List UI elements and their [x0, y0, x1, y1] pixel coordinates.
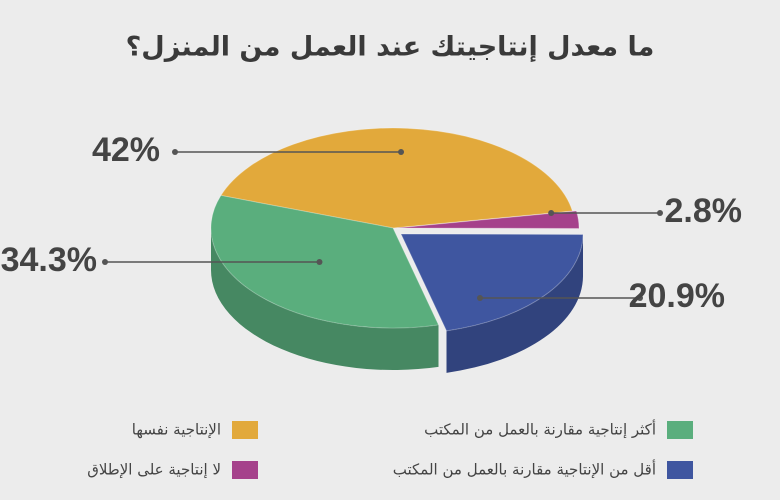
leader-dot — [548, 210, 555, 216]
legend-swatch — [667, 461, 693, 479]
value-label: 20.9% — [629, 277, 725, 315]
slice — [400, 233, 584, 332]
legend-swatch — [232, 461, 258, 479]
slice — [220, 127, 574, 229]
slice — [396, 210, 580, 229]
value-label: 34.3% — [1, 241, 97, 279]
slice — [210, 194, 440, 329]
leader-dot — [657, 210, 663, 216]
value-label: 2.8% — [665, 192, 743, 230]
leader-dot — [476, 295, 483, 301]
leader-dot — [316, 259, 323, 265]
legend-label: لا إنتاجية على الإطلاق — [87, 461, 221, 479]
legend-swatch — [232, 421, 258, 439]
slice-side — [211, 228, 439, 370]
value-label: 42% — [92, 131, 160, 169]
leader-dot — [398, 149, 405, 155]
legend-swatch — [667, 421, 693, 439]
slice-side — [446, 234, 583, 373]
legend-label: أقل من الإنتاجية مقارنة بالعمل من المكتب — [393, 460, 656, 479]
chart-title: ما معدل إنتاجيتك عند العمل من المنزل؟ — [126, 32, 655, 63]
legend-label: أكثر إنتاجية مقارنة بالعمل من المكتب — [424, 420, 656, 439]
legend-label: الإنتاجية نفسها — [132, 421, 221, 439]
leader-dot — [102, 259, 108, 265]
leader-dot — [172, 149, 178, 155]
leader-dot — [637, 295, 643, 301]
